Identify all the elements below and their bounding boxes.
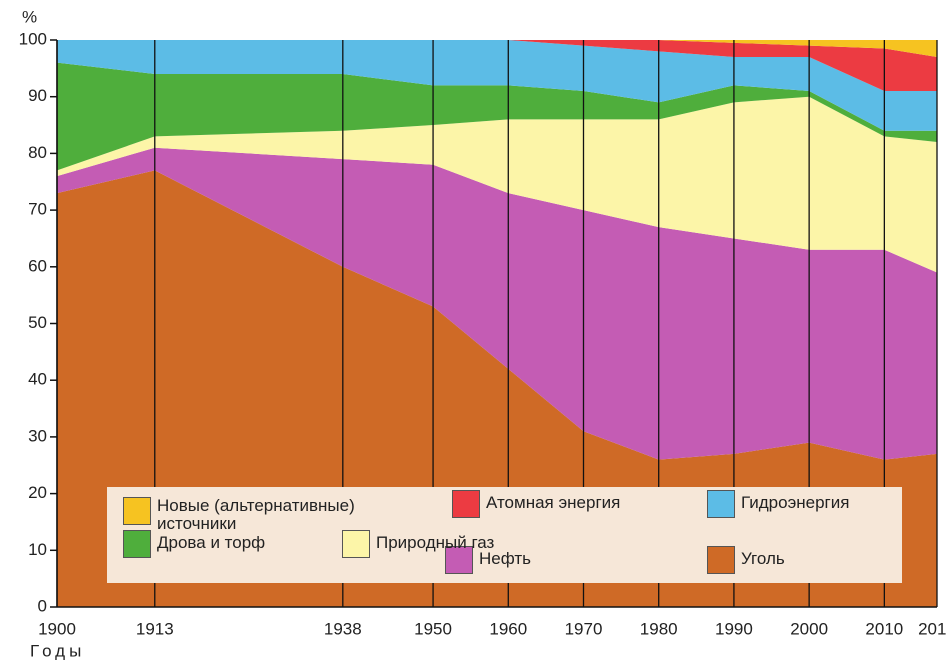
y-tick-label: 0 xyxy=(38,596,47,615)
y-tick-label: 10 xyxy=(28,540,47,559)
x-tick-label: 1913 xyxy=(136,619,174,638)
legend-item: Нефть xyxy=(445,546,749,574)
x-tick-label: 2017 xyxy=(918,619,947,638)
legend-item: Гидроэнергия xyxy=(707,490,947,518)
y-tick-label: 70 xyxy=(28,200,47,219)
legend-label: Новые (альтернативные) источники xyxy=(157,496,355,533)
x-tick-label: 1900 xyxy=(38,619,76,638)
x-tick-label: 1980 xyxy=(640,619,678,638)
legend-label: Атомная энергия xyxy=(486,493,621,512)
legend-label: Дрова и торф xyxy=(157,533,266,552)
area xyxy=(57,40,937,58)
y-tick-label: 100 xyxy=(19,29,47,48)
legend-item: Дрова и торф xyxy=(123,530,427,558)
area xyxy=(57,62,937,171)
legend-swatch xyxy=(452,490,480,518)
area xyxy=(57,40,937,92)
legend-label: Уголь xyxy=(741,549,785,568)
legend-swatch xyxy=(123,530,151,558)
legend-item: Природный газ xyxy=(342,530,646,558)
legend-item: Уголь xyxy=(707,546,947,574)
legend-item: Новые (альтернативные) источники xyxy=(123,497,412,533)
legend-item: Атомная энергия xyxy=(452,490,756,518)
legend-swatch xyxy=(707,546,735,574)
legend: Уголь Нефть Природный газ Дрова и торф Гидро… xyxy=(107,487,902,583)
area xyxy=(57,40,937,131)
x-tick-label: 2000 xyxy=(790,619,828,638)
y-tick-label: 30 xyxy=(28,426,47,445)
legend-label: Нефть xyxy=(479,549,531,568)
x-tick-label: 1970 xyxy=(565,619,603,638)
x-tick-label: 1990 xyxy=(715,619,753,638)
legend-swatch xyxy=(123,497,151,525)
legend-label: Гидроэнергия xyxy=(741,493,850,512)
area xyxy=(57,147,937,460)
y-tick-label: 80 xyxy=(28,143,47,162)
x-tick-label: 1938 xyxy=(324,619,362,638)
legend-swatch xyxy=(342,530,370,558)
legend-label: Природный газ xyxy=(376,533,495,552)
y-tick-label: 40 xyxy=(28,370,47,389)
legend-swatch xyxy=(707,490,735,518)
x-tick-label: 1960 xyxy=(489,619,527,638)
y-tick-label: 60 xyxy=(28,256,47,275)
area xyxy=(57,96,937,273)
x-tick-label: 1950 xyxy=(414,619,452,638)
y-axis-label: % xyxy=(22,7,37,26)
x-tick-label: 2010 xyxy=(865,619,903,638)
x-axis-label: Годы xyxy=(30,641,85,660)
y-tick-label: 20 xyxy=(28,483,47,502)
legend-swatch xyxy=(445,546,473,574)
y-tick-label: 50 xyxy=(28,313,47,332)
y-tick-label: 90 xyxy=(28,86,47,105)
